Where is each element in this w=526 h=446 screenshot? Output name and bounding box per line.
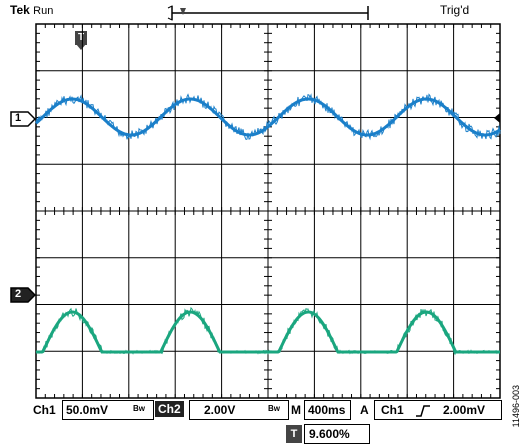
ch1-waveform-noise bbox=[35, 93, 501, 141]
position-value: 9.600% bbox=[309, 427, 350, 441]
status-header: Tek Run bbox=[10, 3, 53, 17]
trigger-level: 2.00mV bbox=[443, 403, 486, 417]
ch2-bw-limit: Bw bbox=[268, 404, 280, 413]
timebase-value: 400ms bbox=[308, 403, 346, 417]
ch2-marker-icon bbox=[10, 287, 37, 303]
position-box[interactable]: 9.600% bbox=[304, 424, 370, 444]
trigger-source: Ch1 bbox=[381, 403, 404, 417]
position-marker: T bbox=[286, 425, 302, 443]
ch2-ground-marker: 2 bbox=[10, 287, 37, 308]
ch1-ground-marker: 1 bbox=[10, 111, 37, 132]
trigger-marker: T bbox=[75, 31, 87, 45]
timebase-label: M bbox=[291, 403, 301, 417]
graticule-grid bbox=[35, 23, 501, 399]
record-length-bar bbox=[167, 5, 369, 21]
trigger-level-arrow-icon bbox=[494, 113, 500, 123]
ch2-scale: 2.00V bbox=[204, 403, 236, 417]
ch1-marker-icon bbox=[10, 111, 37, 127]
rising-edge-icon bbox=[416, 405, 430, 417]
trigger-marker-pointer-icon bbox=[76, 44, 86, 50]
trigger-state: Trig'd bbox=[440, 3, 470, 17]
run-state: Run bbox=[33, 5, 54, 17]
ch1-scale-box[interactable]: 50.0mV Bw bbox=[62, 400, 154, 420]
ch1-marker-label: 1 bbox=[15, 112, 22, 124]
ch2-scale-box[interactable]: 2.00V Bw bbox=[189, 400, 289, 420]
ch2-marker-label: 2 bbox=[15, 288, 22, 300]
ch1-scale: 50.0mV bbox=[66, 403, 109, 417]
brand-label: Tek bbox=[10, 3, 30, 17]
ch2-readout-label: Ch2 bbox=[155, 401, 184, 417]
figure-id: 11496-003 bbox=[511, 385, 521, 428]
trigger-box[interactable]: Ch1 2.00mV bbox=[374, 400, 502, 420]
trigger-mode: A bbox=[360, 403, 369, 417]
ch1-bw-limit: Bw bbox=[133, 404, 145, 413]
ch1-waveform bbox=[34, 97, 501, 137]
ch2-waveform-noise bbox=[35, 306, 501, 356]
timebase-box[interactable]: 400ms bbox=[304, 400, 351, 420]
ch1-readout-label: Ch1 bbox=[33, 403, 56, 417]
trigger-pos-arrow-icon bbox=[180, 8, 186, 15]
